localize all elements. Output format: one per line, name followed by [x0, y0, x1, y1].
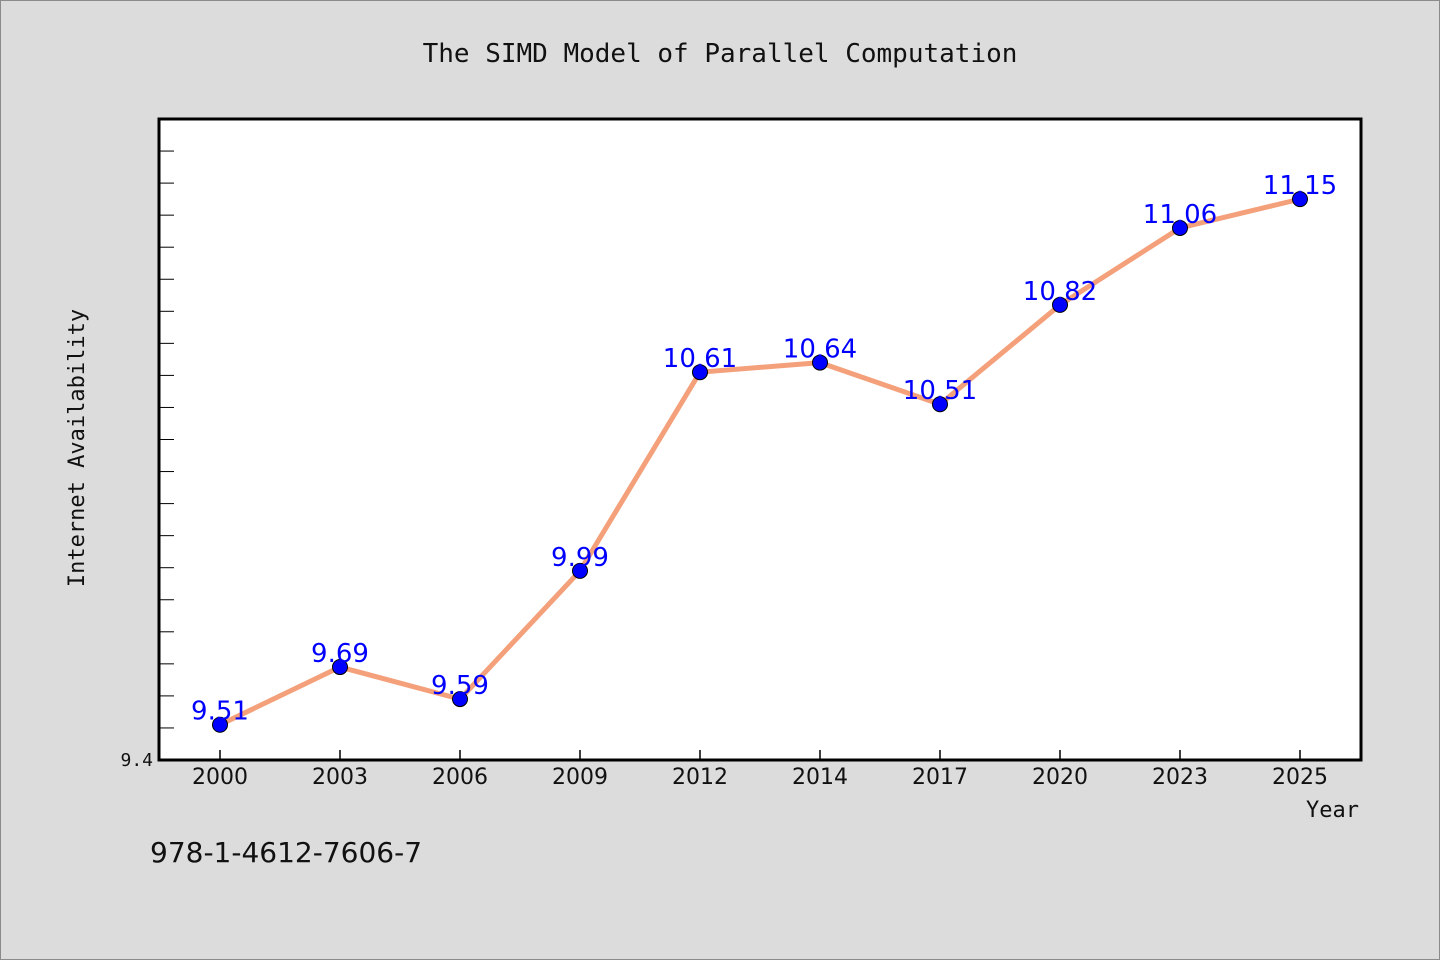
data-label: 11.15 — [1263, 171, 1337, 201]
x-tick-label: 2014 — [792, 765, 848, 790]
x-tick-label: 2000 — [192, 765, 248, 790]
chart-title: The SIMD Model of Parallel Computation — [423, 39, 1018, 69]
data-point — [1172, 219, 1188, 236]
data-label: 10.51 — [903, 376, 977, 406]
x-tick-label: 2003 — [312, 765, 368, 790]
x-tick-label: 2006 — [432, 765, 488, 790]
data-point — [1292, 191, 1308, 208]
x-axis-ticks — [219, 750, 1301, 760]
x-tick-label: 2020 — [1032, 765, 1088, 790]
data-label: 10.64 — [783, 335, 857, 365]
data-point — [572, 562, 588, 579]
data-point — [212, 716, 228, 733]
data-point — [692, 364, 708, 381]
x-axis-tick-labels: 2000 2003 2006 2009 2012 2014 2017 2020 2023 2025 — [192, 765, 1328, 790]
data-label: 10.61 — [663, 344, 737, 374]
data-labels: 9.51 9.69 9.59 9.99 10.61 10.64 10.51 10.82 11.0… — [191, 171, 1337, 727]
data-point — [332, 659, 348, 676]
data-label: 11.06 — [1143, 200, 1217, 230]
data-point — [1052, 296, 1068, 313]
y-axis-tick-labels: 9.4 — [120, 750, 153, 771]
x-tick-label: 2025 — [1272, 765, 1328, 790]
series-markers — [212, 191, 1308, 733]
y-axis-title: Internet Availability — [65, 309, 90, 587]
x-tick-label: 2009 — [552, 765, 608, 790]
y-tick-label: 9.4 — [120, 750, 153, 771]
data-label: 9.69 — [311, 639, 369, 669]
x-tick-label: 2017 — [912, 765, 968, 790]
data-point — [812, 354, 828, 371]
data-point — [932, 396, 948, 413]
isbn-label: 978-1-4612-7606-7 — [150, 836, 422, 869]
x-tick-label: 2023 — [1152, 765, 1208, 790]
data-label: 9.99 — [551, 543, 609, 573]
y-axis-ticks — [159, 150, 174, 729]
data-label: 10.82 — [1023, 277, 1097, 307]
data-label: 9.51 — [191, 697, 249, 727]
data-point — [452, 691, 468, 708]
series-line — [217, 196, 1303, 728]
data-label: 9.59 — [431, 671, 489, 701]
plot-area — [157, 117, 1363, 762]
x-axis-title: Year — [1306, 798, 1359, 823]
x-tick-label: 2012 — [672, 765, 728, 790]
